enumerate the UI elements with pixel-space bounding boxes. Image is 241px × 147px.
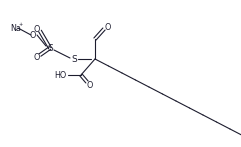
- Text: O: O: [87, 81, 93, 90]
- Text: +: +: [18, 22, 22, 27]
- Text: O: O: [105, 22, 111, 31]
- Text: O: O: [30, 30, 36, 40]
- Text: O: O: [34, 52, 40, 61]
- Text: HO: HO: [54, 71, 66, 80]
- Text: S: S: [47, 44, 53, 52]
- Text: O: O: [34, 25, 40, 34]
- Text: Na: Na: [10, 24, 21, 32]
- Text: S: S: [71, 55, 77, 64]
